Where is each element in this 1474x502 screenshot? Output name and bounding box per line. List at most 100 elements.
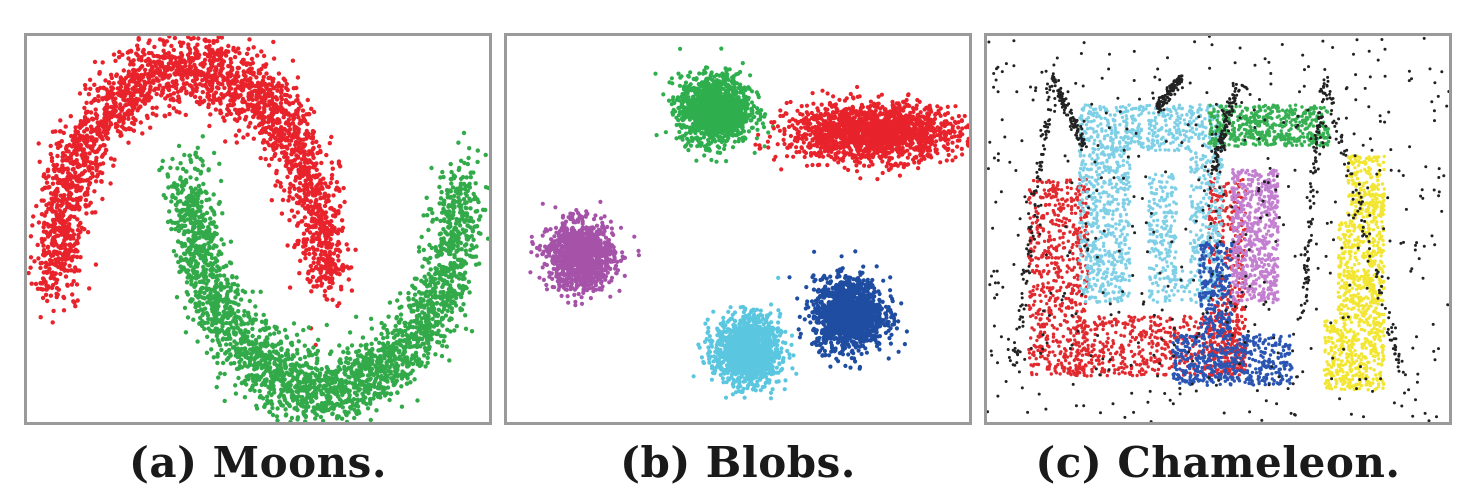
data-point [399, 304, 404, 309]
data-point [167, 209, 172, 214]
data-point [233, 133, 239, 138]
data-point [88, 110, 94, 115]
data-point [395, 390, 400, 395]
data-point [201, 234, 206, 239]
data-point [59, 266, 64, 271]
data-point [284, 162, 289, 168]
data-point [297, 181, 303, 186]
data-point [41, 270, 46, 275]
data-point [375, 374, 381, 379]
data-point [116, 55, 122, 60]
data-point [440, 169, 445, 175]
data-point [425, 355, 430, 360]
data-point [116, 92, 121, 97]
data-point [50, 320, 55, 325]
data-point [52, 196, 57, 202]
data-point [413, 350, 419, 355]
data-point [450, 185, 456, 190]
data-point [286, 117, 292, 122]
data-point [89, 146, 95, 152]
data-point [71, 175, 76, 180]
data-point [308, 177, 313, 182]
data-point [81, 158, 87, 164]
data-point [287, 285, 293, 290]
data-point [174, 82, 179, 87]
data-point [306, 325, 312, 330]
data-point [207, 58, 213, 63]
data-point [94, 138, 99, 143]
data-point [335, 242, 340, 248]
data-point [217, 273, 223, 278]
data-point [424, 289, 430, 294]
data-point [416, 313, 421, 318]
data-point [285, 243, 290, 248]
data-point [422, 311, 427, 317]
data-point [468, 175, 473, 180]
data-point [211, 56, 216, 61]
data-point [218, 110, 224, 116]
data-point [198, 95, 203, 100]
data-point [56, 287, 61, 292]
data-point [217, 96, 222, 101]
data-point [145, 62, 151, 67]
data-point [433, 352, 438, 357]
data-point [54, 294, 59, 300]
data-point [109, 114, 114, 120]
data-point [297, 188, 302, 193]
data-point [69, 248, 75, 253]
data-point [458, 176, 464, 181]
data-point [170, 96, 175, 101]
data-point [75, 249, 80, 254]
data-point [242, 395, 248, 400]
data-point [424, 195, 429, 200]
data-point [253, 312, 259, 317]
data-point [105, 89, 111, 94]
data-point [126, 56, 131, 61]
data-point [184, 81, 189, 86]
data-point [463, 248, 468, 253]
data-point [269, 114, 274, 119]
data-point [352, 415, 357, 421]
data-point [76, 204, 81, 209]
data-point [87, 180, 93, 186]
data-point [411, 336, 416, 342]
data-point [279, 88, 284, 94]
data-point [313, 201, 319, 207]
data-point [178, 258, 183, 263]
data-point [291, 116, 296, 121]
data-point [63, 274, 69, 279]
data-point [302, 343, 307, 348]
data-point [327, 249, 333, 255]
data-point [227, 260, 233, 265]
data-point [446, 268, 451, 274]
data-point [233, 320, 238, 325]
data-point [202, 57, 208, 63]
data-point [450, 241, 455, 247]
data-point [456, 140, 461, 145]
data-point [260, 119, 265, 125]
data-point [172, 183, 177, 188]
data-point [72, 214, 77, 220]
data-point [208, 290, 213, 296]
data-point [325, 263, 330, 268]
data-point [157, 83, 162, 88]
data-point [176, 62, 181, 67]
data-point [271, 39, 276, 45]
data-point [346, 350, 351, 356]
data-point [270, 95, 276, 100]
data-point [311, 173, 316, 179]
data-point [311, 239, 316, 244]
data-point [186, 206, 191, 212]
data-point [249, 93, 255, 98]
data-point [229, 65, 235, 70]
data-point [142, 83, 147, 88]
data-point [107, 81, 112, 86]
data-point [101, 129, 107, 135]
data-point [248, 120, 253, 126]
data-point [273, 183, 278, 188]
data-point [363, 383, 368, 389]
data-point [199, 204, 204, 209]
data-point [115, 123, 120, 129]
data-point [231, 329, 236, 335]
data-point [110, 96, 116, 101]
